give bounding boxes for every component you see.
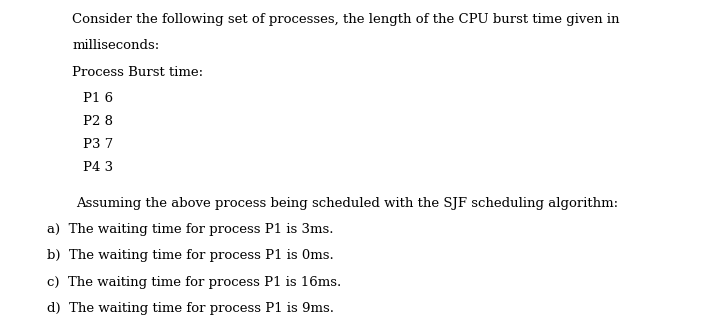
Text: P2 8: P2 8 [83, 115, 113, 128]
Text: d)  The waiting time for process P1 is 9ms.: d) The waiting time for process P1 is 9m… [47, 302, 334, 315]
Text: a)  The waiting time for process P1 is 3ms.: a) The waiting time for process P1 is 3m… [47, 223, 333, 236]
Text: Consider the following set of processes, the length of the CPU burst time given : Consider the following set of processes,… [72, 13, 619, 26]
Text: P3 7: P3 7 [83, 138, 113, 151]
Text: Process Burst time:: Process Burst time: [72, 66, 203, 79]
Text: P1 6: P1 6 [83, 92, 113, 105]
Text: b)  The waiting time for process P1 is 0ms.: b) The waiting time for process P1 is 0m… [47, 249, 334, 262]
Text: P4 3: P4 3 [83, 161, 113, 174]
Text: c)  The waiting time for process P1 is 16ms.: c) The waiting time for process P1 is 16… [47, 276, 341, 289]
Text: milliseconds:: milliseconds: [72, 39, 159, 52]
Text: Assuming the above process being scheduled with the SJF scheduling algorithm:: Assuming the above process being schedul… [76, 197, 618, 210]
